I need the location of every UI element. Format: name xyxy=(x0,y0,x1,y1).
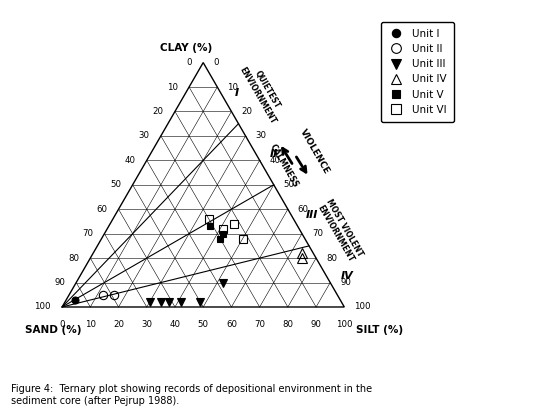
Text: 30: 30 xyxy=(141,320,153,329)
Text: 70: 70 xyxy=(254,320,265,329)
Text: 30: 30 xyxy=(256,131,266,140)
Text: 80: 80 xyxy=(68,254,79,263)
Text: II: II xyxy=(270,149,279,159)
Text: QUIETEST
ENVIORNMENT: QUIETEST ENVIORNMENT xyxy=(238,60,287,125)
Text: 80: 80 xyxy=(326,254,337,263)
Text: 80: 80 xyxy=(282,320,293,329)
Text: 100: 100 xyxy=(336,320,353,329)
Text: Figure 4:  Ternary plot showing records of depositional environment in the
sedim: Figure 4: Ternary plot showing records o… xyxy=(11,384,372,406)
Text: 60: 60 xyxy=(96,205,107,214)
Text: 70: 70 xyxy=(82,229,93,238)
Text: IV: IV xyxy=(341,271,353,282)
Text: 60: 60 xyxy=(226,320,237,329)
Text: 10: 10 xyxy=(227,82,238,91)
Text: MOST VIOLENT
ENVIORNMENT: MOST VIOLENT ENVIORNMENT xyxy=(315,198,365,264)
Text: 0: 0 xyxy=(213,58,219,67)
Text: 90: 90 xyxy=(340,278,351,287)
Legend: Unit I, Unit II, Unit III, Unit IV, Unit V, Unit VI: Unit I, Unit II, Unit III, Unit IV, Unit… xyxy=(381,22,454,122)
Text: 30: 30 xyxy=(139,131,150,140)
Text: 20: 20 xyxy=(153,107,164,116)
Text: 10: 10 xyxy=(167,82,178,91)
Text: 70: 70 xyxy=(312,229,323,238)
Text: SAND (%): SAND (%) xyxy=(25,325,82,335)
Text: 60: 60 xyxy=(297,205,309,214)
Text: I: I xyxy=(235,88,239,98)
Text: III: III xyxy=(306,211,318,220)
Text: 50: 50 xyxy=(284,180,295,189)
Text: 90: 90 xyxy=(310,320,322,329)
Text: 10: 10 xyxy=(85,320,96,329)
Text: 0: 0 xyxy=(186,58,192,67)
Text: CALMNESS: CALMNESS xyxy=(267,142,300,189)
Text: 40: 40 xyxy=(125,156,135,165)
Text: 40: 40 xyxy=(270,156,280,165)
Text: 20: 20 xyxy=(241,107,252,116)
Text: 50: 50 xyxy=(111,180,121,189)
Text: 100: 100 xyxy=(354,302,371,311)
Text: CLAY (%): CLAY (%) xyxy=(160,43,213,53)
Text: VIOLENCE: VIOLENCE xyxy=(298,128,331,176)
Text: SILT (%): SILT (%) xyxy=(355,325,403,335)
Text: 20: 20 xyxy=(113,320,124,329)
Text: 100: 100 xyxy=(34,302,51,311)
Text: 50: 50 xyxy=(198,320,209,329)
Text: 0: 0 xyxy=(59,320,65,329)
Text: 90: 90 xyxy=(54,278,65,287)
Text: 40: 40 xyxy=(170,320,180,329)
